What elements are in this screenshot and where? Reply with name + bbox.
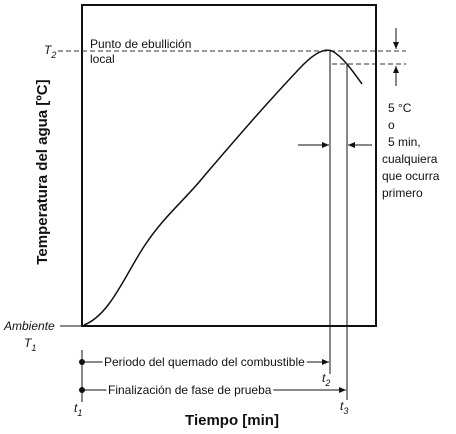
t3-time-label: t3: [340, 399, 348, 416]
boiling-label: Punto de ebullición: [90, 37, 191, 51]
criterion-text: 5 °C: [388, 101, 412, 115]
burn-label-bg: Periodo del quemado del combustible: [104, 355, 305, 369]
boiling-label: local: [90, 52, 115, 66]
t2-time-label: t2: [322, 371, 330, 388]
t1-label: t1: [74, 401, 82, 418]
criterion-text: que ocurra: [382, 169, 440, 183]
x-axis-label: Tiempo [min]: [185, 412, 279, 429]
t2-temp-label: T2: [44, 43, 56, 60]
ambient-symbol: T1: [24, 336, 36, 353]
criterion-text: cualquiera: [382, 152, 438, 166]
test-label-bg: Finalización de fase de prueba: [108, 383, 272, 397]
criterion-text: primero: [382, 186, 423, 200]
burn-label: Periodo del quemado del combustible: [104, 355, 305, 369]
plot-frame: [81, 4, 377, 327]
criterion-text: o: [388, 118, 395, 132]
temperature-curve: [83, 49, 363, 326]
criterion-text: 5 min,: [388, 135, 421, 149]
y-axis-label: Temperatura del agua [ºC]: [34, 79, 51, 264]
ambient-label: Ambiente: [3, 319, 55, 333]
test-label: Finalización de fase de prueba: [108, 383, 272, 397]
